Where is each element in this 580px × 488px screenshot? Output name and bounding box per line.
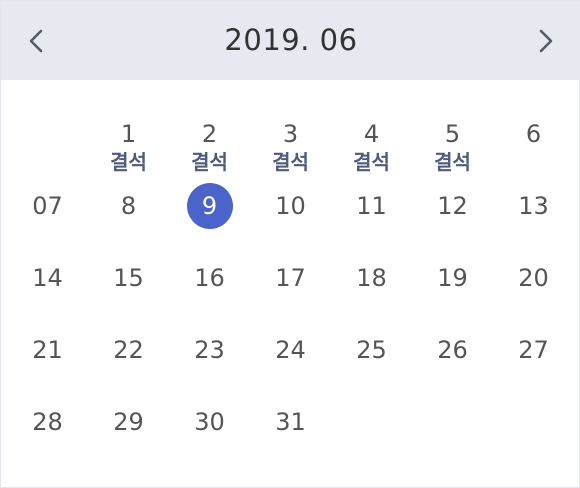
calendar-day[interactable]: 19 [412, 255, 493, 327]
calendar-day[interactable]: 10 [250, 183, 331, 255]
absence-label: 결석 [434, 150, 471, 174]
day-number: 29 [113, 408, 144, 436]
calendar-empty-cell [412, 399, 493, 471]
calendar-day[interactable]: 17 [250, 255, 331, 327]
day-number: 30 [194, 408, 225, 436]
day-number: 9 [186, 183, 233, 229]
calendar-week: 28 29 30 31 [7, 399, 575, 471]
day-number: 15 [113, 264, 144, 292]
calendar-day[interactable]: 25 [331, 327, 412, 399]
calendar-day[interactable]: 22 [88, 327, 169, 399]
day-number: 16 [194, 264, 225, 292]
calendar-day[interactable]: 5 결석 [412, 111, 493, 183]
day-number: 26 [437, 336, 468, 364]
day-number: 19 [437, 264, 468, 292]
day-number: 2 [201, 120, 218, 148]
day-number: 11 [356, 192, 387, 220]
month-title: 2019. 06 [224, 23, 358, 57]
day-number: 17 [275, 264, 306, 292]
calendar-day[interactable]: 27 [493, 327, 574, 399]
calendar-day[interactable]: 15 [88, 255, 169, 327]
day-number: 12 [437, 192, 468, 220]
calendar-day[interactable]: 3 결석 [250, 111, 331, 183]
calendar-day[interactable]: 30 [169, 399, 250, 471]
calendar-day[interactable]: 28 [7, 399, 88, 471]
calendar-day[interactable]: 29 [88, 399, 169, 471]
absence-label: 결석 [191, 150, 228, 174]
chevron-right-icon [539, 29, 553, 53]
calendar-week: 1 결석 2 결석 3 결석 4 결석 5 결석 6 [7, 111, 575, 183]
calendar-empty-cell [331, 399, 412, 471]
day-number: 10 [275, 192, 306, 220]
calendar-day[interactable]: 14 [7, 255, 88, 327]
calendar-day[interactable]: 16 [169, 255, 250, 327]
day-number: 4 [363, 120, 380, 148]
calendar-day[interactable]: 31 [250, 399, 331, 471]
day-number: 31 [275, 408, 306, 436]
next-month-button[interactable] [525, 21, 565, 61]
calendar-day[interactable]: 23 [169, 327, 250, 399]
calendar-empty-cell [493, 399, 574, 471]
calendar-day[interactable]: 20 [493, 255, 574, 327]
calendar-day[interactable]: 11 [331, 183, 412, 255]
calendar-day[interactable]: 1 결석 [88, 111, 169, 183]
prev-month-button[interactable] [17, 21, 57, 61]
calendar-day[interactable]: 2 결석 [169, 111, 250, 183]
day-number: 18 [356, 264, 387, 292]
day-number: 22 [113, 336, 144, 364]
calendar-day-selected[interactable]: 9 [169, 183, 250, 255]
calendar-day[interactable]: 8 [88, 183, 169, 255]
calendar-day[interactable]: 13 [493, 183, 574, 255]
day-number: 23 [194, 336, 225, 364]
chevron-left-icon [29, 29, 43, 53]
day-number: 6 [525, 120, 542, 148]
day-number: 5 [444, 120, 461, 148]
day-number: 1 [120, 120, 137, 148]
day-number: 14 [32, 264, 63, 292]
day-number: 20 [518, 264, 549, 292]
day-number: 8 [120, 192, 137, 220]
calendar-day[interactable]: 07 [7, 183, 88, 255]
calendar-header: 2019. 06 [1, 1, 580, 80]
day-number: 13 [518, 192, 549, 220]
calendar-day[interactable]: 24 [250, 327, 331, 399]
day-number: 27 [518, 336, 549, 364]
calendar-empty-cell [7, 111, 88, 183]
calendar-day[interactable]: 21 [7, 327, 88, 399]
absence-label: 결석 [272, 150, 309, 174]
absence-label: 결석 [353, 150, 390, 174]
calendar-week: 07 8 9 10 11 12 13 [7, 183, 575, 255]
calendar-day[interactable]: 26 [412, 327, 493, 399]
calendar-day[interactable]: 6 [493, 111, 574, 183]
day-number: 25 [356, 336, 387, 364]
calendar-day[interactable]: 12 [412, 183, 493, 255]
calendar-day[interactable]: 18 [331, 255, 412, 327]
day-number: 07 [32, 192, 63, 220]
day-number: 3 [282, 120, 299, 148]
day-number: 24 [275, 336, 306, 364]
calendar-week: 14 15 16 17 18 19 20 [7, 255, 575, 327]
calendar-grid: 1 결석 2 결석 3 결석 4 결석 5 결석 6 07 8 9 10 11 12 13 14 15 16 17 18 19… [7, 111, 575, 471]
day-number: 21 [32, 336, 63, 364]
day-number: 28 [32, 408, 63, 436]
calendar-day[interactable]: 4 결석 [331, 111, 412, 183]
calendar-week: 21 22 23 24 25 26 27 [7, 327, 575, 399]
absence-label: 결석 [110, 150, 147, 174]
